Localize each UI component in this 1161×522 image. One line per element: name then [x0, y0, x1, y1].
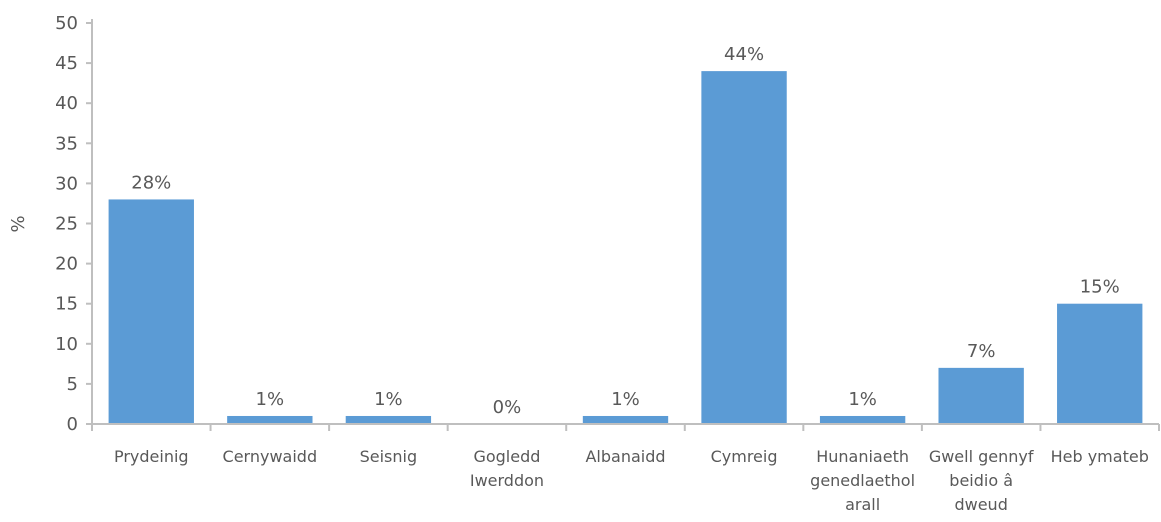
x-tick-label: beidio â [949, 471, 1013, 490]
bar [582, 415, 669, 424]
y-tick-label: 25 [55, 214, 78, 235]
y-tick-label: 40 [55, 93, 78, 114]
data-label: 1% [256, 389, 285, 410]
bar [701, 71, 787, 425]
y-tick-label: 5 [67, 374, 78, 395]
x-tick-label: Gwell gennyf [929, 447, 1034, 466]
x-tick-label: Iwerddon [470, 471, 544, 490]
data-label: 28% [131, 172, 171, 193]
x-tick-label: Hunaniaeth [816, 447, 909, 466]
y-tick-label: 20 [55, 254, 78, 275]
bar [938, 367, 1024, 424]
x-tick-label: Heb ymateb [1051, 447, 1149, 466]
bars [108, 71, 1143, 425]
data-label: 1% [611, 389, 640, 410]
y-tick-label: 45 [55, 53, 78, 74]
bar [108, 199, 194, 424]
x-tick-label: Seisnig [360, 447, 418, 466]
bar [819, 415, 906, 424]
y-tick-label: 30 [55, 173, 78, 194]
bar [1057, 303, 1143, 424]
x-tick-label: Gogledd [473, 447, 540, 466]
y-tick-label: 0 [67, 414, 78, 435]
y-axis-ticks: 0 5 10 15 20 25 30 35 40 45 50 [55, 13, 92, 435]
y-tick-label: 15 [55, 294, 78, 315]
bar [227, 415, 313, 424]
x-tick-label: arall [845, 495, 880, 514]
y-tick-label: 10 [55, 334, 78, 355]
data-labels: 28% 1% 1% 0% 1% 44% 1% 7% 15% [131, 44, 1119, 418]
y-axis-label: % [8, 215, 29, 232]
data-label: 1% [848, 389, 877, 410]
axes [86, 19, 1160, 431]
data-label: 1% [374, 389, 403, 410]
data-label: 7% [967, 341, 996, 362]
x-tick-label: Prydeinig [114, 447, 189, 466]
x-axis-category-labels: Prydeinig Cernywaidd Seisnig Gogledd Iwerddo… [114, 447, 1149, 514]
bar [345, 415, 432, 424]
x-tick-label: genedlaethol [810, 471, 915, 490]
x-tick-label: Albanaidd [585, 447, 665, 466]
data-label: 15% [1080, 277, 1120, 298]
y-tick-label: 35 [55, 133, 78, 154]
x-tick-label: Cernywaidd [223, 447, 318, 466]
data-label: 44% [724, 44, 764, 65]
x-tick-label: dweud [954, 495, 1007, 514]
y-tick-label: 50 [55, 13, 78, 34]
x-tick-label: Cymreig [711, 447, 778, 466]
data-label: 0% [493, 397, 522, 418]
